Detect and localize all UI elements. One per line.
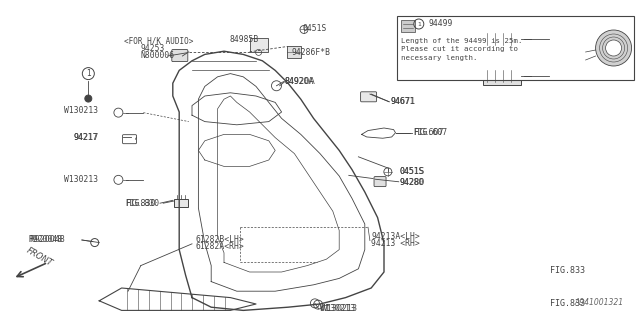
FancyBboxPatch shape	[401, 20, 415, 32]
Text: FRONT: FRONT	[25, 246, 54, 268]
FancyBboxPatch shape	[374, 177, 386, 187]
Text: 94286F*B: 94286F*B	[291, 48, 330, 57]
Text: FIG.830: FIG.830	[125, 199, 159, 208]
Text: Length of the 94499 is 25m.
Please cut it according to
necessary length.: Length of the 94499 is 25m. Please cut i…	[401, 38, 522, 61]
Text: 0451S: 0451S	[400, 167, 424, 176]
Circle shape	[596, 30, 632, 66]
Text: 0451S: 0451S	[400, 167, 425, 176]
FancyBboxPatch shape	[397, 16, 634, 80]
Circle shape	[605, 40, 621, 56]
FancyBboxPatch shape	[287, 46, 301, 58]
Text: 1: 1	[86, 69, 91, 78]
FancyBboxPatch shape	[122, 135, 136, 144]
FancyBboxPatch shape	[483, 30, 521, 48]
Text: 94253: 94253	[141, 44, 165, 53]
Text: 1: 1	[417, 21, 420, 27]
FancyBboxPatch shape	[360, 92, 376, 102]
FancyBboxPatch shape	[172, 50, 188, 61]
Text: 94280: 94280	[400, 178, 424, 187]
Text: W130213: W130213	[64, 106, 98, 115]
Text: 94499: 94499	[429, 20, 453, 28]
Text: 94671: 94671	[390, 97, 415, 106]
Text: <FOR H/K AUDIO>: <FOR H/K AUDIO>	[124, 36, 193, 45]
FancyBboxPatch shape	[250, 38, 268, 52]
Text: W130213: W130213	[320, 304, 358, 313]
Text: FIG.830: FIG.830	[125, 199, 156, 208]
Text: 94217: 94217	[74, 133, 99, 142]
Text: R920048: R920048	[29, 236, 65, 244]
Text: 84920A: 84920A	[285, 77, 316, 86]
Text: N800006: N800006	[141, 52, 175, 60]
Text: A941001321: A941001321	[575, 298, 624, 307]
FancyBboxPatch shape	[483, 67, 521, 85]
Text: 94671: 94671	[390, 97, 415, 106]
Text: 0451S: 0451S	[302, 24, 326, 33]
Text: R920048: R920048	[29, 236, 63, 244]
Text: 94217: 94217	[74, 133, 98, 142]
Text: 61282B<LH>: 61282B<LH>	[195, 235, 244, 244]
Text: FIG.607: FIG.607	[413, 128, 447, 137]
Text: 94280: 94280	[400, 178, 425, 187]
Text: 84985B: 84985B	[229, 35, 259, 44]
Circle shape	[85, 95, 92, 102]
Text: FIG.833: FIG.833	[550, 266, 586, 275]
Text: 84920A: 84920A	[285, 77, 314, 86]
Text: 61282A<RH>: 61282A<RH>	[195, 242, 244, 251]
Text: W130213: W130213	[64, 175, 98, 184]
FancyBboxPatch shape	[174, 199, 188, 207]
Text: FIG.607: FIG.607	[413, 128, 444, 137]
Text: W130213: W130213	[320, 304, 355, 313]
Text: 94213 <RH>: 94213 <RH>	[371, 239, 420, 248]
Text: 94213A<LH>: 94213A<LH>	[371, 232, 420, 241]
Text: FIG.833: FIG.833	[550, 300, 586, 308]
